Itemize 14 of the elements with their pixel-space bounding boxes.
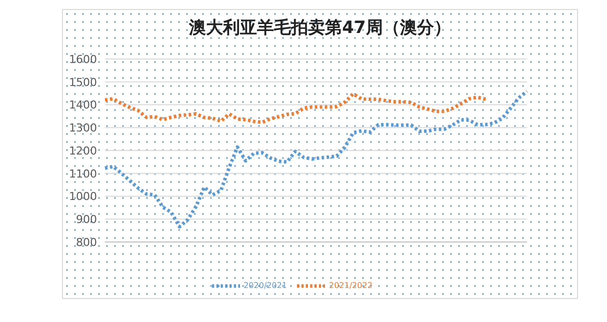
- line-series: [103, 90, 529, 228]
- y-tick-label: 1300: [69, 122, 97, 135]
- line-series: [103, 92, 488, 124]
- y-tick-label: 1600: [69, 52, 97, 66]
- y-tick-label: 1400: [69, 98, 97, 112]
- legend-label: 2020/2021: [244, 281, 287, 290]
- y-tick-label: 1200: [69, 144, 97, 158]
- y-tick-label: 1500: [69, 76, 97, 89]
- legend-label: 2021/2022: [329, 281, 372, 290]
- y-tick-label: 800: [76, 236, 97, 249]
- y-tick-label: 900: [76, 213, 97, 226]
- chart-title: 澳大利亚羊毛拍卖第47周（澳分）: [188, 17, 452, 39]
- y-tick-label: 1000: [69, 190, 97, 204]
- y-tick-label: 1100: [69, 167, 97, 180]
